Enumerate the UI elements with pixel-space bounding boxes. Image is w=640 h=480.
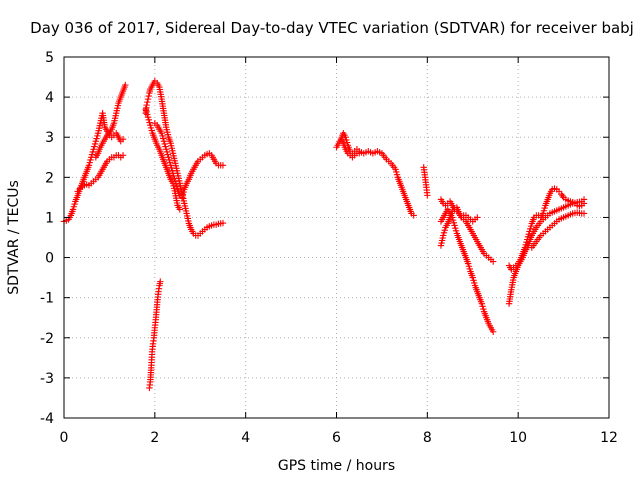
y-axis: -4 -3 -2 -1 0 1 2 3 4 5 bbox=[40, 50, 609, 427]
data-point bbox=[489, 258, 497, 265]
x-tick-label: 0 bbox=[60, 430, 69, 446]
y-tick-label: -4 bbox=[40, 411, 54, 427]
y-tick-label: 1 bbox=[45, 210, 54, 226]
y-tick-label: -1 bbox=[40, 291, 54, 307]
y-axis-title: SDTVAR / TECUs bbox=[6, 180, 22, 295]
y-tick-label: 0 bbox=[45, 251, 54, 267]
x-tick-label: 2 bbox=[150, 430, 159, 446]
x-axis: 0 2 4 6 8 10 12 bbox=[60, 57, 618, 446]
y-tick-label: -3 bbox=[40, 371, 54, 387]
data-point bbox=[580, 210, 588, 217]
data-points bbox=[60, 77, 588, 392]
grid bbox=[64, 57, 609, 418]
y-tick-label: -2 bbox=[40, 331, 54, 347]
data-point bbox=[424, 192, 431, 199]
data-point bbox=[144, 98, 151, 106]
y-tick-label: 4 bbox=[45, 90, 54, 106]
data-point bbox=[410, 212, 417, 219]
data-point bbox=[157, 278, 164, 285]
data-point bbox=[143, 101, 150, 109]
x-tick-label: 4 bbox=[241, 430, 250, 446]
y-tick-label: 3 bbox=[45, 130, 54, 146]
y-tick-label: 5 bbox=[45, 50, 54, 66]
data-point bbox=[489, 328, 497, 335]
data-point bbox=[119, 152, 127, 159]
x-axis-title: GPS time / hours bbox=[278, 458, 395, 474]
x-tick-label: 12 bbox=[600, 430, 618, 446]
data-point bbox=[122, 81, 129, 89]
x-tick-label: 8 bbox=[423, 430, 432, 446]
x-tick-label: 6 bbox=[332, 430, 341, 446]
data-point bbox=[145, 92, 152, 100]
data-point bbox=[356, 150, 363, 157]
data-point bbox=[474, 214, 481, 221]
data-point bbox=[144, 95, 152, 103]
data-point bbox=[219, 162, 227, 169]
data-point bbox=[559, 192, 566, 199]
data-point bbox=[580, 200, 588, 207]
x-tick-label: 10 bbox=[509, 430, 527, 446]
data-point bbox=[119, 136, 127, 143]
data-point bbox=[176, 206, 184, 213]
data-point bbox=[219, 219, 227, 227]
chart-title: Day 036 of 2017, Sidereal Day-to-day VTE… bbox=[30, 19, 634, 37]
y-tick-label: 2 bbox=[45, 170, 54, 186]
